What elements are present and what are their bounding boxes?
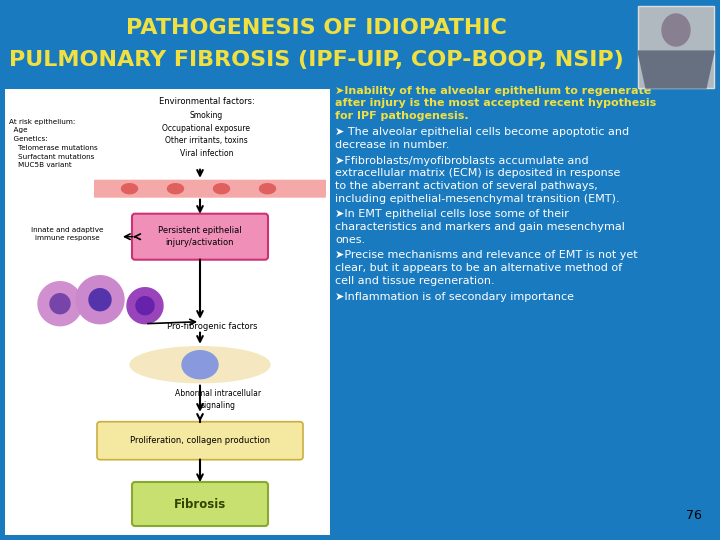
Text: ➤Precise mechanisms and relevance of EMT is not yet
clear, but it appears to be : ➤Precise mechanisms and relevance of EMT…: [335, 251, 638, 286]
Text: ➤Inability of the alveolar epithelium to regenerate
after injury is the most acc: ➤Inability of the alveolar epithelium to…: [335, 86, 656, 122]
Text: Abnormal intracellular
signaling: Abnormal intracellular signaling: [175, 389, 261, 409]
Text: Pro-fibrogenic factors: Pro-fibrogenic factors: [167, 322, 257, 330]
Text: 76: 76: [686, 509, 702, 522]
Text: Persistent epithelial
injury/activation: Persistent epithelial injury/activation: [158, 226, 242, 247]
Polygon shape: [127, 288, 163, 323]
FancyBboxPatch shape: [132, 214, 268, 260]
Polygon shape: [50, 294, 70, 314]
Polygon shape: [662, 14, 690, 46]
Polygon shape: [130, 347, 270, 383]
Text: Environmental factors:: Environmental factors:: [158, 97, 254, 106]
Polygon shape: [89, 289, 111, 310]
Text: ➤Inflammation is of secondary importance: ➤Inflammation is of secondary importance: [335, 292, 574, 302]
Polygon shape: [76, 276, 124, 323]
Polygon shape: [259, 184, 276, 194]
Polygon shape: [38, 282, 82, 326]
Polygon shape: [182, 350, 218, 379]
Text: Innate and adaptive
immune response: Innate and adaptive immune response: [31, 227, 103, 241]
FancyBboxPatch shape: [638, 6, 714, 88]
Polygon shape: [214, 184, 230, 194]
Text: ➤Ffibroblasts/myofibroblasts accumulate and
extracellular matrix (ECM) is deposi: ➤Ffibroblasts/myofibroblasts accumulate …: [335, 156, 621, 204]
Text: ➤In EMT epithelial cells lose some of their
characteristics and markers and gain: ➤In EMT epithelial cells lose some of th…: [335, 210, 625, 245]
FancyBboxPatch shape: [5, 89, 330, 535]
FancyBboxPatch shape: [97, 422, 303, 460]
Text: PATHOGENESIS OF IDIOPATHIC: PATHOGENESIS OF IDIOPATHIC: [127, 18, 507, 38]
Text: ➤ The alveolar epithelial cells become apoptotic and
decrease in number.: ➤ The alveolar epithelial cells become a…: [335, 127, 629, 150]
FancyBboxPatch shape: [94, 180, 326, 198]
Text: PULMONARY FIBROSIS (IPF-UIP, COP-BOOP, NSIP): PULMONARY FIBROSIS (IPF-UIP, COP-BOOP, N…: [9, 50, 624, 70]
Polygon shape: [122, 184, 138, 194]
Text: Smoking
Occupational exposure
Other irritants, toxins
Viral infection: Smoking Occupational exposure Other irri…: [163, 111, 251, 158]
Text: Fibrosis: Fibrosis: [174, 497, 226, 510]
Polygon shape: [638, 51, 714, 88]
Text: At risk epithelium:
  Age
  Genetics:
    Telomerase mutations
    Surfactant mu: At risk epithelium: Age Genetics: Telome…: [9, 119, 98, 168]
Polygon shape: [136, 296, 154, 315]
Polygon shape: [168, 184, 184, 194]
Text: Proliferation, collagen production: Proliferation, collagen production: [130, 436, 270, 445]
FancyBboxPatch shape: [132, 482, 268, 526]
